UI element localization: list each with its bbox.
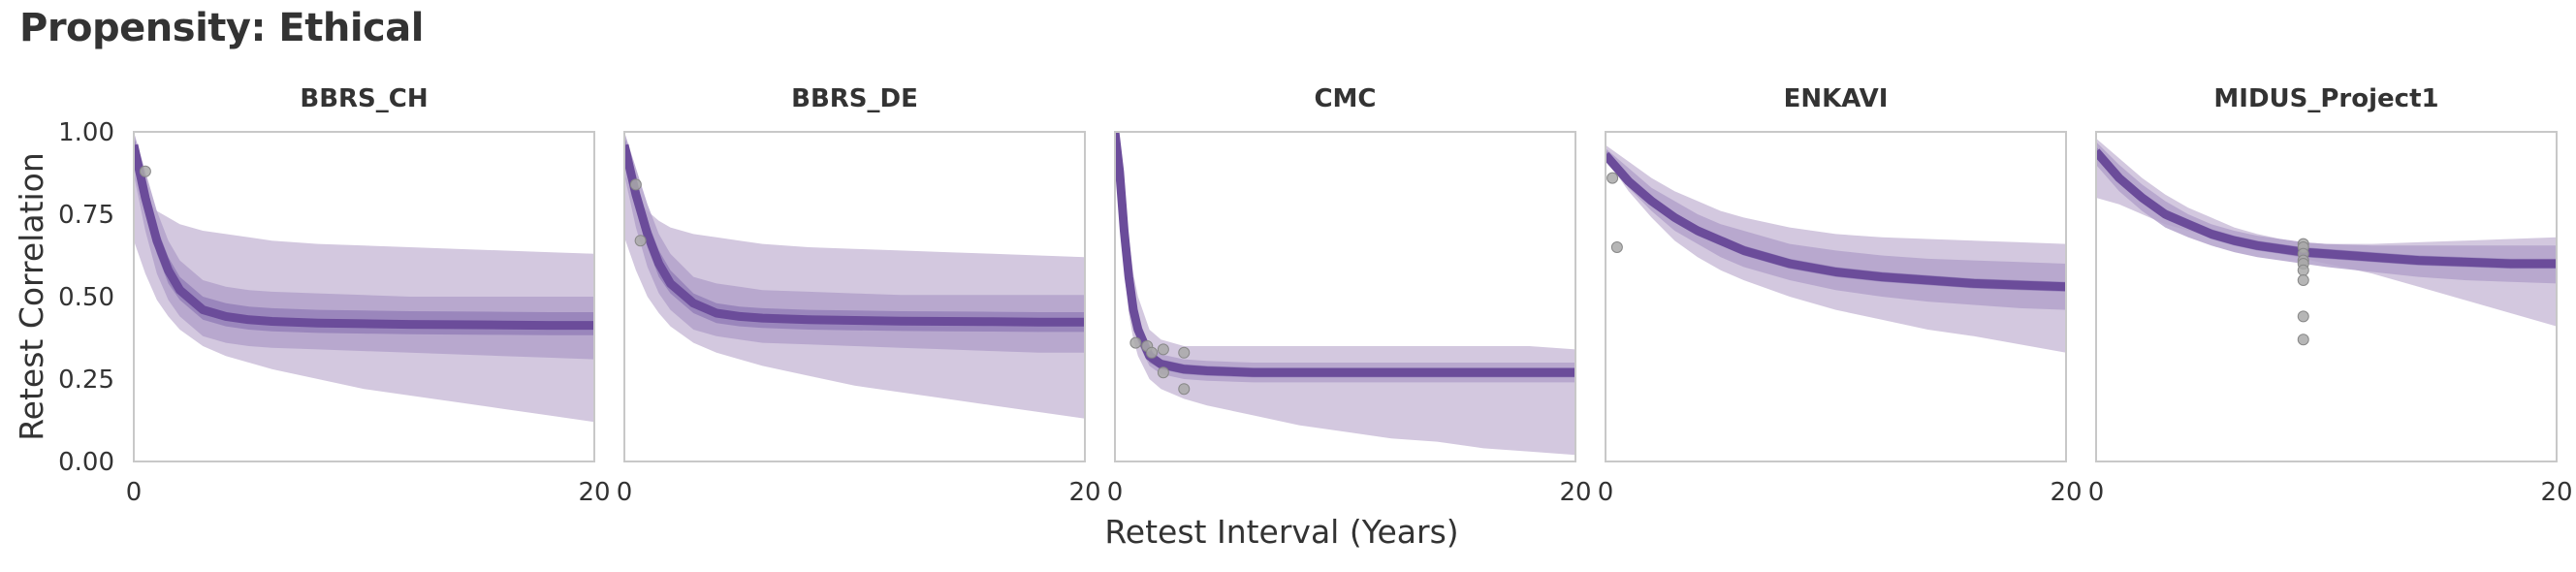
panel-title: BBRS_CH — [300, 84, 428, 113]
axes-frame — [2095, 131, 2558, 462]
panel-title: CMC — [1314, 84, 1376, 113]
x-tick-label: 20 — [1068, 478, 1100, 507]
plot-area — [2096, 138, 2557, 346]
figure-title: Propensity: Ethical — [19, 6, 424, 50]
y-tick-label: 0.00 — [58, 448, 114, 477]
panel-title: BBRS_DE — [791, 84, 918, 113]
data-point — [1129, 336, 1142, 349]
data-point — [1178, 383, 1191, 396]
credible-band-mid — [1115, 132, 1575, 383]
data-point — [2297, 334, 2309, 346]
credible-band-inner — [624, 135, 1085, 333]
data-point — [1606, 172, 1619, 184]
data-point — [1157, 366, 1169, 379]
x-tick-label: 20 — [1559, 478, 1591, 507]
x-axis-label: Retest Interval (Years) — [1104, 513, 1458, 551]
credible-band-outer — [1115, 132, 1575, 456]
facet-panel-2: BBRS_DE 0 20 — [617, 84, 1101, 507]
credible-band-outer — [1606, 144, 2066, 353]
facet-panel-3: CMC 0 20 — [1107, 84, 1592, 507]
data-point — [2297, 310, 2309, 323]
axes-frame — [1605, 131, 2067, 462]
credible-band-mid — [2096, 142, 2557, 284]
panel-title: MIDUS_Project1 — [2213, 84, 2438, 113]
facet-panel-4: ENKAVI 0 20 — [1598, 84, 2083, 507]
panel-title: ENKAVI — [1784, 84, 1889, 113]
facet-panel-1: BBRS_CH 0 20 0.00 0.25 0.50 0.75 1.00 — [58, 84, 610, 507]
credible-band-inner — [134, 135, 594, 335]
x-tick-label: 20 — [578, 478, 610, 507]
y-tick-label: 1.00 — [58, 118, 114, 147]
x-tick-label: 0 — [617, 478, 633, 507]
data-point — [629, 178, 642, 191]
credible-band-mid — [134, 132, 594, 360]
data-point — [634, 235, 647, 247]
credible-band-mid — [1606, 148, 2066, 310]
plot-area — [624, 132, 1085, 419]
axes-frame — [133, 131, 595, 462]
mean-line — [1606, 151, 2066, 292]
y-axis-label: Retest Correlation — [13, 152, 50, 441]
mean-line — [624, 143, 1085, 327]
y-tick-label: 0.75 — [58, 201, 114, 230]
x-tick-label: 20 — [2050, 478, 2082, 507]
mean-line — [2096, 148, 2557, 269]
x-tick-label: 0 — [1107, 478, 1124, 507]
data-point — [139, 165, 151, 177]
axes-frame — [1114, 131, 1576, 462]
y-tick-label: 0.25 — [58, 365, 114, 395]
y-tick-label: 0.50 — [58, 283, 114, 312]
facet-panel-5: MIDUS_Project1 0 20 — [2088, 84, 2573, 507]
data-point — [1610, 241, 1623, 253]
credible-band-inner — [1115, 132, 1575, 378]
mean-line — [134, 143, 594, 331]
x-tick-label: 0 — [1598, 478, 1614, 507]
data-point — [1178, 346, 1191, 359]
x-tick-label: 0 — [2088, 478, 2105, 507]
plot-area — [134, 132, 594, 423]
x-tick-label: 20 — [2540, 478, 2572, 507]
data-point — [1146, 346, 1158, 359]
data-point — [2297, 274, 2309, 286]
credible-band-mid — [624, 132, 1085, 353]
plot-area — [1606, 144, 2066, 353]
data-point — [1157, 343, 1169, 356]
data-point — [2297, 264, 2309, 276]
plot-area — [1115, 132, 1575, 456]
mean-line — [1115, 132, 1575, 377]
axes-frame — [623, 131, 1086, 462]
x-tick-label: 0 — [126, 478, 143, 507]
credible-band-outer — [2096, 138, 2557, 327]
